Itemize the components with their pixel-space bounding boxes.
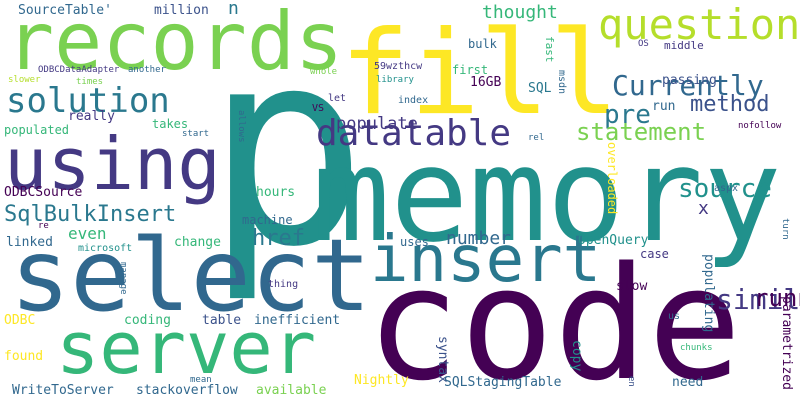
word-chunks: chunks	[680, 343, 713, 353]
word-slow: slow	[616, 279, 648, 294]
word-start: start	[182, 129, 210, 139]
word-table: table	[202, 313, 242, 328]
word-even: even	[68, 224, 107, 243]
word-stackoverflow: stackoverflow	[136, 383, 238, 398]
word-odbcsource: ODBCSource	[4, 185, 83, 200]
word-16gb: 16GB	[470, 75, 502, 90]
word-overloaded: overloaded	[605, 142, 619, 215]
word-records: records	[6, 0, 344, 88]
word-populate: populate	[336, 114, 418, 134]
word-p: p	[205, 0, 368, 306]
word-thing: thing	[268, 279, 299, 290]
word-parametrized: parametrized	[779, 296, 794, 390]
word-rel: rel	[528, 133, 545, 143]
word-vs: VS	[312, 103, 325, 114]
word-x: x	[698, 198, 709, 219]
word-server: server	[56, 306, 317, 390]
word-using: using	[4, 122, 221, 206]
word-times: times	[76, 77, 104, 87]
word-datatable: datatable	[316, 113, 512, 154]
word-n: n	[228, 0, 239, 19]
word-odbcdataadapter: ODBCDataAdapter	[38, 65, 120, 75]
word-found: found	[4, 349, 44, 364]
word-sql: SQL	[528, 81, 552, 96]
word-case: case	[640, 247, 669, 261]
word-openquery: OpenQuery	[578, 233, 649, 248]
word-fill: fill	[340, 6, 620, 141]
word-populated: populated	[4, 123, 70, 137]
word-first: first	[452, 63, 489, 77]
word-solution: solution	[6, 81, 170, 121]
word-select: select	[10, 217, 372, 334]
word-odbc: ODBC	[4, 313, 36, 328]
word-million: million	[154, 3, 209, 18]
word-href: href	[252, 226, 305, 251]
word-memory: memory	[312, 119, 782, 271]
word-change: change	[174, 235, 221, 250]
word-59wzthcw: 59wzthcw	[374, 61, 423, 72]
word-nofollow: nofollow	[738, 121, 782, 131]
word-another: another	[128, 65, 166, 75]
word-machine: machine	[242, 213, 293, 227]
word-library: library	[376, 75, 414, 85]
word-run: run	[652, 99, 676, 114]
word-running: running	[754, 284, 800, 312]
word-insert: insert	[370, 223, 602, 297]
word-thought: thought	[482, 2, 558, 23]
word-linked: linked	[6, 235, 53, 250]
word-number: number	[446, 228, 512, 249]
word-writetoserver: WriteToServer	[12, 383, 114, 398]
word-method: method	[690, 92, 770, 117]
word-sqlbulkinsert: SqlBulkInsert	[4, 202, 177, 227]
word-copy: copy	[569, 340, 584, 372]
word-turn: turn	[780, 218, 790, 240]
word-nightly: Nightly	[354, 373, 409, 388]
word-pre: pre	[604, 100, 651, 130]
word-currently: Currently	[612, 69, 764, 102]
word-msdn: msdn	[556, 70, 567, 95]
word-us: us	[668, 311, 681, 322]
word-en: en	[626, 376, 636, 387]
word-similar: similar	[716, 283, 800, 316]
word-middle: middle	[664, 39, 704, 52]
word-sqlstagingtable: SQLStagingTable	[444, 375, 562, 390]
word-mean: mean	[190, 375, 212, 385]
word-code: code	[366, 233, 742, 400]
word-microsoft: microsoft	[78, 243, 133, 254]
word-syntax: syntax	[435, 336, 450, 383]
word-manage: manage	[118, 262, 128, 295]
word-slower: slower	[8, 75, 41, 85]
word-really: really	[68, 109, 115, 124]
word-bulk: bulk	[468, 37, 497, 51]
word-aspx: aspx	[714, 183, 739, 194]
word-takes: takes	[152, 117, 189, 131]
word-allows: allows	[236, 110, 246, 143]
word-whole: whole	[310, 67, 338, 77]
word-fast: fast	[543, 36, 556, 63]
word-passing: passing	[662, 73, 717, 88]
word-coding: coding	[124, 313, 171, 328]
word-need: need	[672, 375, 704, 390]
word-populating: populating	[701, 254, 716, 333]
word-uses: uses	[400, 235, 429, 249]
word-statement: statement	[576, 118, 707, 146]
word-let: let	[328, 93, 347, 104]
word-index: index	[398, 95, 429, 106]
word-re: re	[38, 221, 49, 231]
word-available: available	[256, 383, 327, 398]
word-question: question	[598, 0, 800, 49]
word-hours: hours	[256, 185, 296, 200]
word-sourcetable: SourceTable'	[18, 3, 112, 18]
word-source: source	[678, 174, 772, 204]
word-os: OS	[638, 39, 649, 49]
word-inefficient: inefficient	[254, 313, 341, 328]
